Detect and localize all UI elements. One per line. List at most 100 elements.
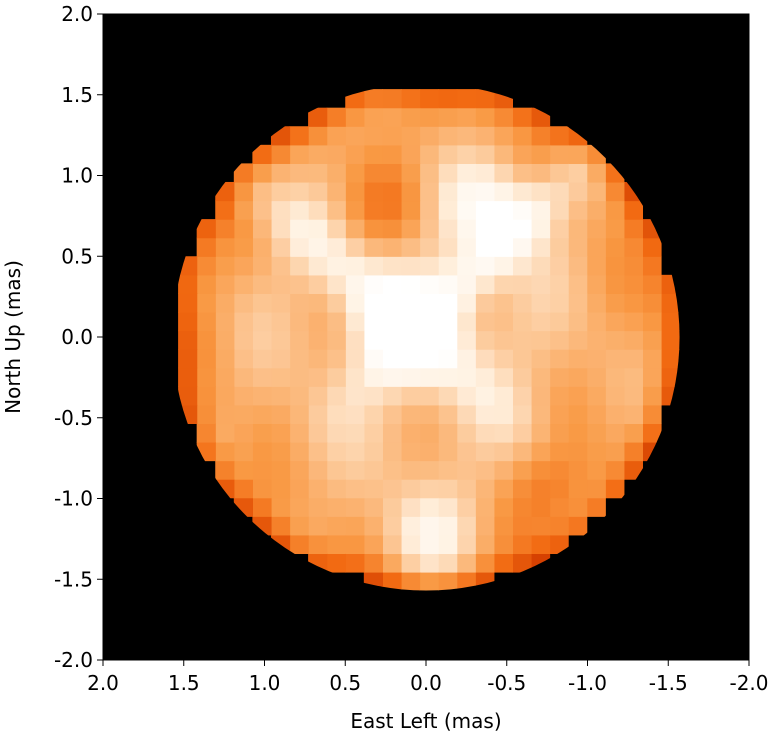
disk-cell: [568, 516, 588, 536]
disk-cell: [456, 274, 476, 294]
disk-cell: [642, 274, 662, 294]
y-tick-label: -1.5: [54, 567, 93, 591]
disk-cell: [549, 497, 569, 517]
disk-cell: [178, 367, 198, 387]
disk-cell: [363, 126, 383, 146]
disk-cell: [475, 553, 495, 573]
disk-cell: [289, 441, 309, 462]
disk-cell: [382, 571, 402, 591]
disk-cell: [345, 349, 365, 369]
disk-cell: [363, 163, 383, 183]
disk-cell: [438, 497, 458, 517]
disk-cell: [530, 516, 551, 536]
disk-cell: [345, 386, 365, 406]
x-tick-label: 2.0: [87, 671, 119, 695]
disk-cell: [438, 311, 458, 332]
y-axis-label: North Up (mas): [1, 260, 25, 414]
disk-cell: [605, 367, 625, 387]
disk-cell: [456, 404, 476, 425]
disk-cell: [196, 404, 216, 425]
disk-cell: [456, 200, 476, 220]
disk-cell: [215, 367, 235, 387]
disk-cell: [308, 479, 328, 499]
disk-cell: [549, 534, 569, 555]
disk-cell: [363, 349, 383, 369]
disk-cell: [345, 330, 365, 350]
disk-cell: [382, 256, 402, 276]
disk-cell: [345, 107, 365, 127]
disk-cell: [308, 497, 328, 517]
disk-cell: [605, 404, 625, 425]
disk-cell: [568, 460, 588, 480]
disk-cell: [252, 367, 272, 387]
disk-cell: [623, 256, 644, 276]
disk-cell: [400, 274, 421, 294]
disk-cell: [326, 497, 346, 517]
disk-cell: [605, 256, 625, 276]
disk-cell: [660, 367, 680, 387]
disk-cell: [363, 497, 383, 517]
disk-cell: [326, 237, 346, 257]
disk-cell: [308, 144, 328, 164]
disk-cell: [512, 330, 532, 350]
disk-cell: [308, 163, 328, 183]
disk-cell: [196, 256, 216, 276]
disk-cell: [289, 367, 309, 387]
disk-cell: [456, 516, 476, 536]
disk-cell: [382, 219, 402, 239]
disk-cell: [568, 144, 588, 164]
disk-cell: [363, 479, 383, 499]
disk-cell: [363, 311, 383, 332]
disk-cell: [215, 219, 235, 239]
disk-cell: [400, 423, 421, 443]
disk-cell: [270, 386, 291, 406]
disk-cell: [196, 293, 216, 313]
disk-cell: [419, 200, 439, 220]
disk-cell: [270, 144, 291, 164]
disk-cell: [270, 367, 291, 387]
disk-cell: [326, 553, 346, 573]
disk-cell: [512, 144, 532, 164]
disk-cell: [586, 404, 606, 425]
disk-cell: [289, 256, 309, 276]
disk-cell: [438, 107, 458, 127]
disk-cell: [568, 293, 588, 313]
disk-cell: [475, 460, 495, 480]
disk-cell: [252, 423, 272, 443]
disk-cell: [456, 553, 476, 573]
disk-cell: [178, 311, 198, 332]
disk-cell: [456, 219, 476, 239]
disk-cell: [363, 553, 383, 573]
disk-cell: [623, 423, 644, 443]
disk-cell: [475, 479, 495, 499]
disk-cell: [456, 571, 476, 591]
disk-cell: [530, 181, 551, 202]
disk-cell: [512, 349, 532, 369]
disk-cell: [568, 330, 588, 350]
disk-cell: [512, 107, 532, 127]
disk-cell: [345, 367, 365, 387]
disk-cell: [475, 107, 495, 127]
disk-cell: [419, 181, 439, 202]
disk-cell: [419, 349, 439, 369]
disk-cell: [493, 423, 514, 443]
disk-cell: [456, 237, 476, 257]
disk-cell: [512, 200, 532, 220]
x-tick-label: -0.5: [487, 671, 526, 695]
disk-cell: [419, 311, 439, 332]
disk-cell: [345, 144, 365, 164]
disk-cell: [568, 181, 588, 202]
disk-cell: [400, 237, 421, 257]
disk-cell: [438, 423, 458, 443]
disk-cell: [400, 107, 421, 127]
disk-cell: [382, 367, 402, 387]
disk-cell: [475, 89, 495, 109]
y-tick-label: -2.0: [54, 648, 93, 672]
disk-cell: [345, 126, 365, 146]
disk-cell: [623, 274, 644, 294]
disk-cell: [270, 497, 291, 517]
disk-cell: [326, 181, 346, 202]
disk-cell: [326, 219, 346, 239]
disk-cell: [382, 311, 402, 332]
disk-cell: [512, 441, 532, 462]
